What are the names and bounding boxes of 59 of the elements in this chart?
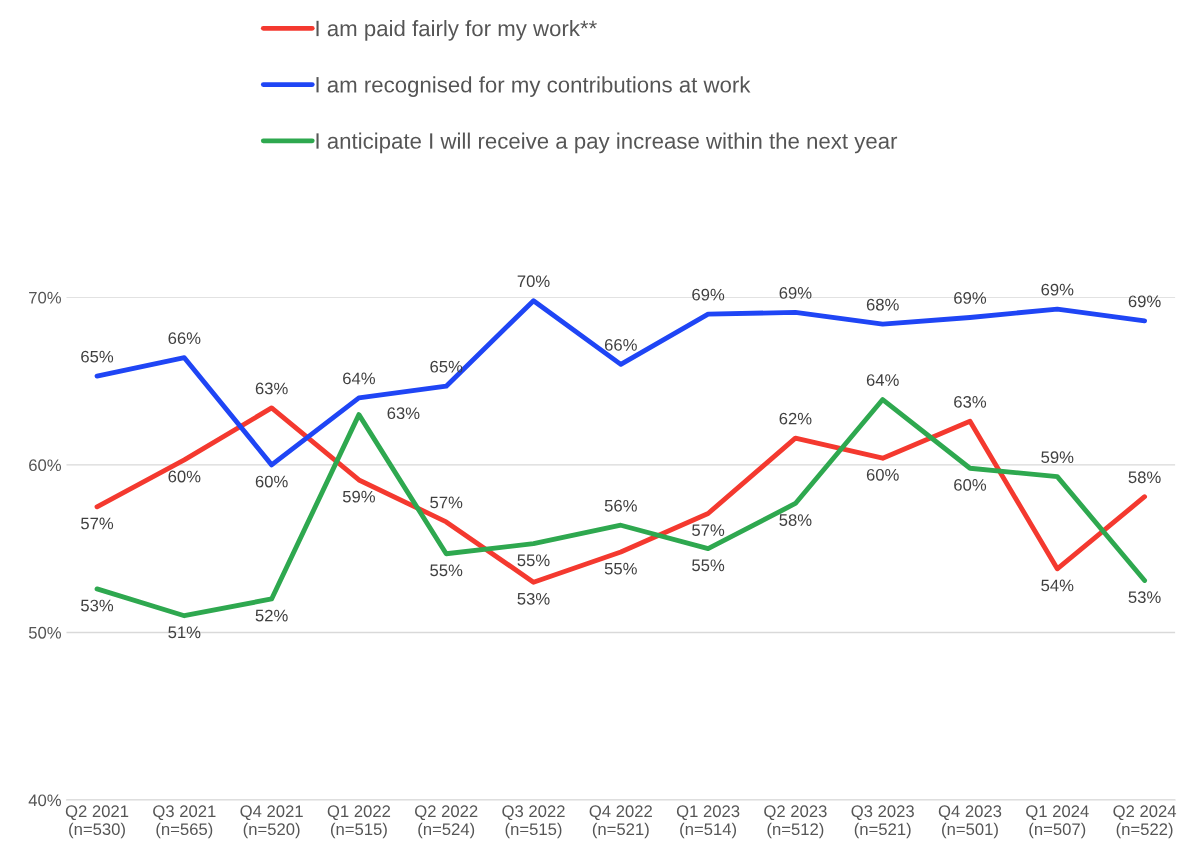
- data-label: 57%: [692, 524, 725, 537]
- data-label: 69%: [692, 288, 725, 301]
- data-label: 69%: [1128, 295, 1161, 308]
- x-tick-label: Q2 2024 (n=522): [1113, 805, 1177, 839]
- x-tick-label: Q1 2022 (n=515): [327, 805, 391, 839]
- data-label: 65%: [430, 360, 463, 373]
- x-tick-label: Q4 2022 (n=521): [589, 805, 652, 839]
- x-tick-label: Q1 2024 (n=507): [1026, 805, 1089, 839]
- legend-label: I anticipate I will receive a pay increase within the next year: [316, 132, 898, 154]
- x-tick-label: Q3 2023 (n=521): [851, 805, 914, 839]
- data-label: 64%: [343, 372, 375, 385]
- data-label: 69%: [779, 287, 812, 299]
- y-tick-label: 60%: [29, 459, 62, 472]
- data-label: 69%: [1041, 283, 1074, 296]
- data-label: 63%: [954, 395, 987, 408]
- data-label: 57%: [81, 517, 114, 530]
- data-label: 58%: [1128, 471, 1161, 484]
- data-label: 69%: [954, 292, 987, 304]
- data-label: 58%: [779, 514, 812, 526]
- data-label: 66%: [168, 332, 201, 345]
- data-label: 59%: [342, 490, 375, 503]
- data-label: 52%: [255, 609, 288, 622]
- x-tick-label: Q3 2022 (n=515): [502, 805, 565, 839]
- y-tick-label: 70%: [29, 291, 62, 304]
- data-label: 56%: [604, 499, 637, 512]
- data-label: 54%: [1041, 579, 1074, 592]
- data-label: 60%: [168, 470, 201, 483]
- data-label: 70%: [517, 275, 550, 288]
- data-label: 64%: [866, 374, 899, 386]
- data-label: 55%: [692, 559, 725, 572]
- x-tick-label: Q2 2021 (n=530): [65, 805, 129, 839]
- x-tick-label: Q3 2021 (n=565): [153, 805, 216, 839]
- data-label: 57%: [430, 496, 463, 509]
- data-label: 60%: [866, 468, 899, 481]
- data-label: 59%: [1041, 451, 1074, 464]
- data-label: 68%: [866, 298, 899, 311]
- data-label: 51%: [168, 626, 201, 639]
- x-tick-label: Q2 2023 (n=512): [764, 805, 827, 839]
- data-label: 55%: [430, 564, 463, 577]
- data-label: 63%: [387, 407, 420, 420]
- data-label: 63%: [255, 382, 288, 395]
- x-tick-label: Q2 2022 (n=524): [415, 805, 478, 839]
- data-label: 53%: [1128, 591, 1161, 604]
- legend-label: I am recognised for my contributions at work: [316, 76, 751, 97]
- data-label: 65%: [81, 350, 114, 363]
- data-label: 55%: [517, 554, 550, 567]
- data-label: 53%: [81, 599, 114, 612]
- data-label: 62%: [779, 412, 812, 425]
- data-label: 66%: [604, 338, 637, 351]
- data-label: 60%: [255, 475, 288, 488]
- x-tick-label: Q4 2023 (n=501): [938, 805, 1002, 839]
- legend-label: I am paid fairly for my work**: [316, 20, 597, 41]
- x-tick-label: Q4 2021 (n=520): [240, 805, 303, 839]
- data-label: 60%: [954, 478, 987, 491]
- y-tick-label: 50%: [28, 626, 62, 639]
- y-tick-label: 40%: [28, 794, 62, 807]
- data-label: 55%: [604, 562, 637, 575]
- data-label: 53%: [517, 592, 550, 605]
- x-tick-label: Q1 2023 (n=514): [676, 805, 740, 839]
